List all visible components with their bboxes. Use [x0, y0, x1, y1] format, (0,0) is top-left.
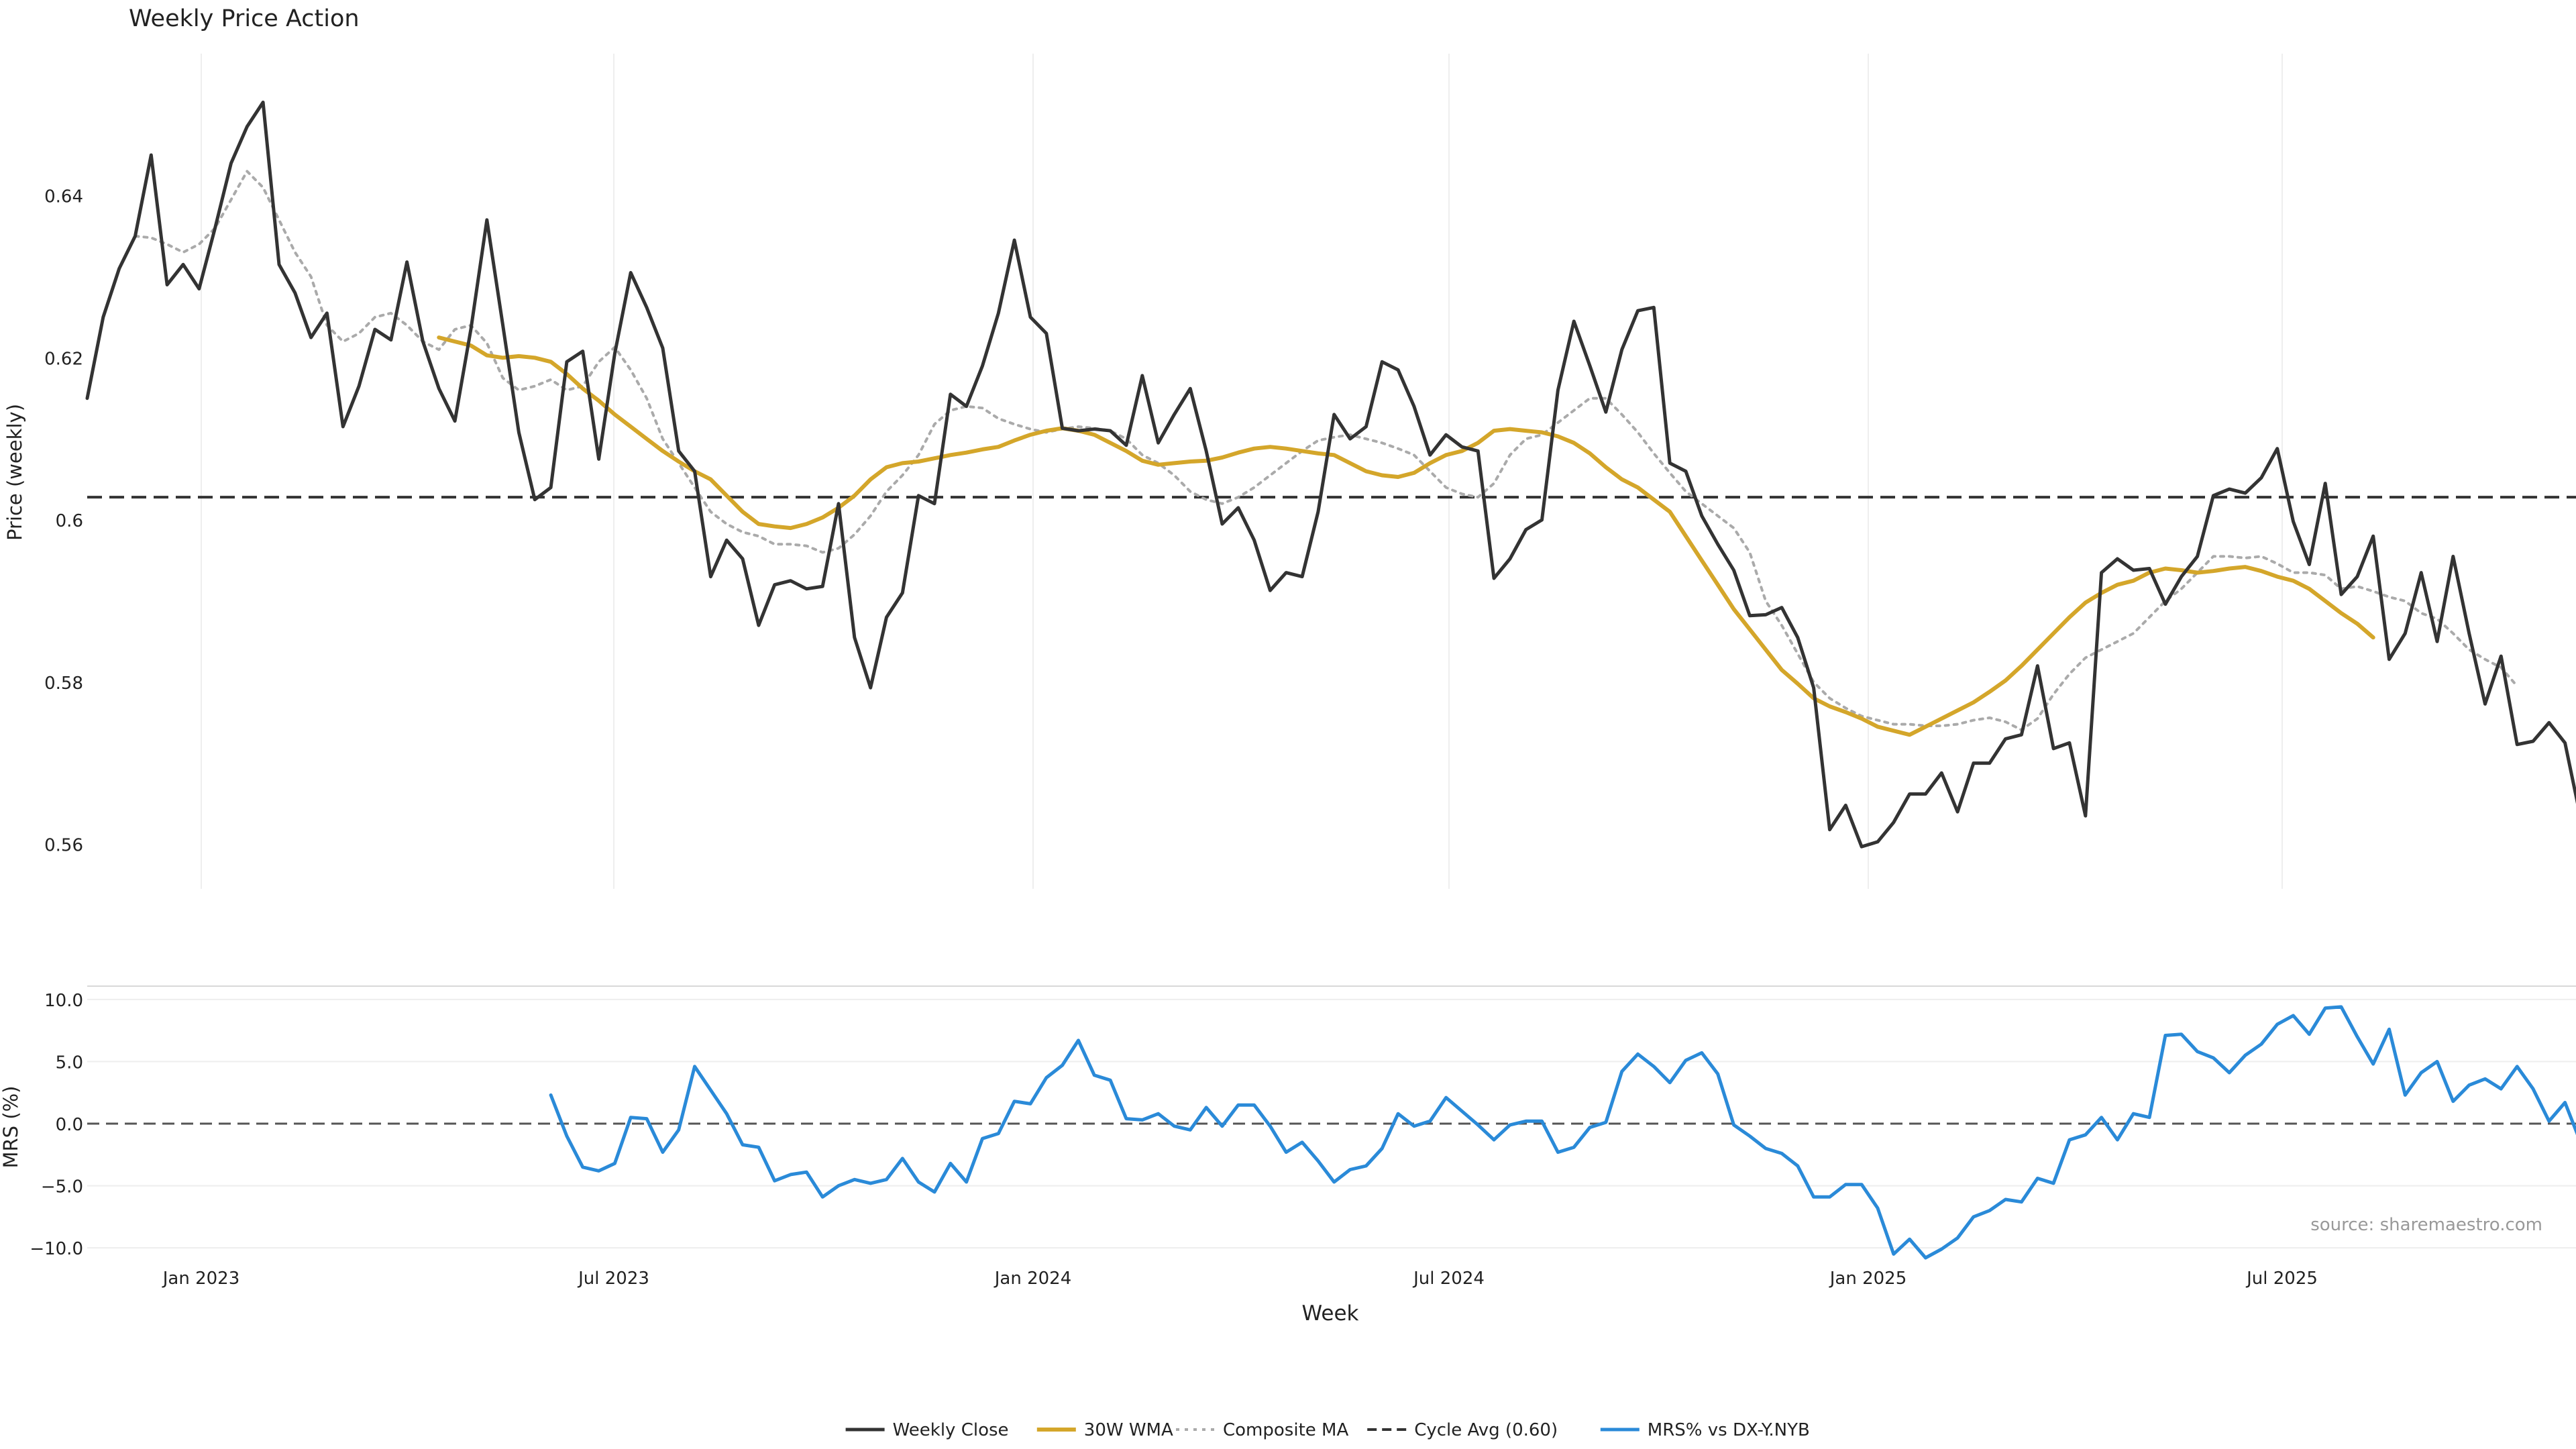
legend-label: 30W WMA [1084, 1420, 1173, 1440]
price-panel-series [85, 101, 2576, 849]
mrs-y-tick-label: −10.0 [30, 1239, 83, 1259]
legend-label: Composite MA [1223, 1420, 1348, 1440]
price-y-label: Price (weekly) [3, 404, 26, 541]
composite-ma-line [133, 170, 2519, 732]
price-y-tick-label: 0.64 [44, 187, 83, 207]
price-y-ticks: 0.56 0.58 0.6 0.62 0.64 [44, 187, 83, 856]
legend: Weekly Close 30W WMA Composite MA Cycle Avg… [845, 1420, 1810, 1440]
mrs-y-tick-label: 5.0 [56, 1053, 83, 1073]
price-y-tick-label: 0.56 [44, 836, 83, 856]
mrs-y-tick-label: 0.0 [56, 1115, 83, 1135]
source-label: source: sharemaestro.com [2310, 1215, 2542, 1235]
x-tick-label: Jul 2023 [577, 1269, 649, 1289]
x-tick-label: Jan 2024 [994, 1269, 1072, 1289]
price-y-tick-label: 0.58 [44, 674, 83, 694]
weekly-close-line [85, 101, 2576, 849]
legend-label: Weekly Close [893, 1420, 1009, 1440]
x-tick-label: Jan 2023 [162, 1269, 240, 1289]
chart-title: Weekly Price Action [129, 5, 360, 32]
legend-label: Cycle Avg (0.60) [1414, 1420, 1558, 1440]
mrs-panel-series [549, 1005, 2576, 1260]
30w-wma-line [437, 335, 2375, 737]
mrs-y-tick-label: −5.0 [41, 1177, 83, 1197]
mrs-vs-dx-y-nyb-line [549, 1005, 2576, 1260]
price-y-tick-label: 0.6 [56, 511, 83, 531]
legend-label: MRS% vs DX-Y.NYB [1648, 1420, 1810, 1440]
x-tick-label: Jan 2025 [1829, 1269, 1907, 1289]
x-tick-label: Jul 2024 [1412, 1269, 1485, 1289]
x-axis-label: Week [1302, 1301, 1359, 1326]
mrs-y-label: MRS (%) [0, 1086, 22, 1169]
x-tick-label: Jul 2025 [2245, 1269, 2318, 1289]
mrs-y-tick-label: 10.0 [44, 991, 83, 1011]
x-ticks: Jan 2023 Jul 2023 Jan 2024 Jul 2024 Jan 2025… [162, 1269, 2318, 1289]
mrs-y-ticks: 10.0 5.0 0.0 −5.0 −10.0 [30, 991, 83, 1259]
price-y-tick-label: 0.62 [44, 349, 83, 369]
